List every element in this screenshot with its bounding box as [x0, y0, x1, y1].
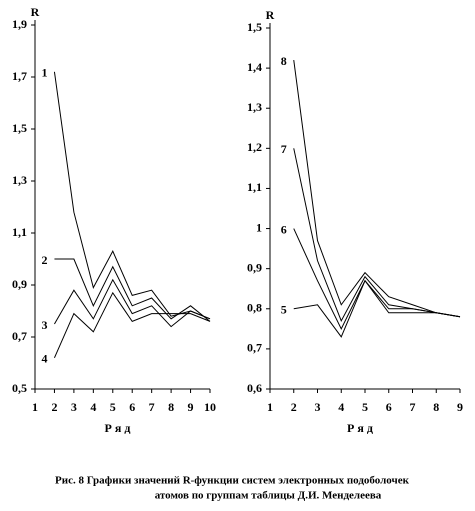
y-tick-label: 0,7	[12, 329, 27, 343]
x-tick-label: 2	[291, 400, 297, 414]
y-tick-label: 1,7	[12, 69, 27, 83]
caption-line: атомов по группам таблицы Д.И. Менделеев…	[155, 490, 382, 502]
series-label: 2	[41, 253, 47, 267]
series-label: 4	[41, 352, 47, 366]
series-line	[293, 60, 461, 318]
x-tick-label: 1	[267, 400, 273, 414]
x-tick-label: 4	[338, 400, 344, 414]
x-tick-label: 9	[188, 400, 194, 414]
y-axis-label: R	[31, 5, 40, 19]
y-tick-label: 0,9	[12, 277, 27, 291]
y-tick-label: 1,1	[247, 180, 262, 194]
y-tick-label: 1,3	[247, 100, 262, 114]
x-tick-label: 1	[32, 400, 38, 414]
series-line	[293, 228, 461, 330]
y-tick-label: 0,8	[247, 301, 262, 315]
x-tick-label: 9	[457, 400, 463, 414]
series-label: 3	[41, 318, 47, 332]
series-line	[293, 279, 461, 338]
y-tick-label: 1,5	[12, 121, 27, 135]
caption-line: Рис. 8 Графики значений R-функции систем…	[55, 475, 410, 487]
y-tick-label: 1,3	[12, 173, 27, 187]
y-tick-label: 1,2	[247, 140, 262, 154]
y-tick-label: 1,9	[12, 17, 27, 31]
x-tick-label: 4	[90, 400, 96, 414]
series-line	[54, 278, 211, 328]
y-tick-label: 0,9	[247, 260, 262, 274]
x-tick-label: 3	[71, 400, 77, 414]
series-label: 8	[281, 54, 287, 68]
y-tick-label: 1,1	[12, 225, 27, 239]
x-tick-label: 3	[315, 400, 321, 414]
x-tick-label: 2	[51, 400, 57, 414]
x-tick-label: 10	[204, 400, 216, 414]
x-tick-label: 6	[129, 400, 135, 414]
series-line	[53, 291, 211, 359]
x-tick-label: 7	[410, 400, 416, 414]
y-tick-label: 1,5	[247, 20, 262, 34]
x-tick-label: 8	[168, 400, 174, 414]
series-line	[53, 71, 211, 320]
series-label: 5	[281, 303, 287, 317]
y-tick-label: 0,6	[247, 381, 262, 395]
series-label: 6	[281, 222, 287, 236]
y-tick-label: 0,5	[12, 381, 27, 395]
x-tick-label: 6	[386, 400, 392, 414]
x-tick-label: 5	[362, 400, 368, 414]
y-axis-label: R	[266, 8, 275, 22]
x-axis-label: Р я д	[105, 421, 131, 435]
x-axis-label: Р я д	[347, 421, 373, 435]
x-tick-label: 7	[149, 400, 155, 414]
series-label: 7	[281, 142, 287, 156]
y-tick-label: 0,7	[247, 341, 262, 355]
series-line	[54, 258, 211, 322]
x-tick-label: 5	[110, 400, 116, 414]
series-label: 1	[41, 66, 47, 80]
x-tick-label: 8	[433, 400, 439, 414]
y-tick-label: 1,4	[247, 60, 262, 74]
y-tick-label: 1	[256, 220, 262, 234]
